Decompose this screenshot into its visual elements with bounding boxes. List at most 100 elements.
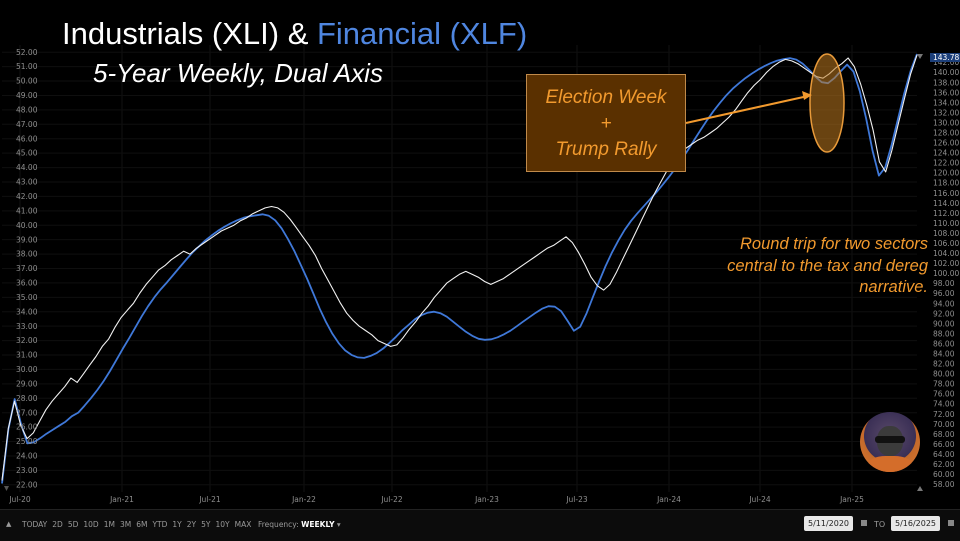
election-week-highlight [809, 53, 845, 153]
left-tick-label: 36.00 [16, 279, 38, 288]
start-date-input[interactable]: 5/11/2020 [804, 516, 854, 531]
range-button-5d[interactable]: 5D [67, 520, 79, 529]
x-axis: Jul-20 Jan-21 Jul-21 Jan-22 Jul-22 Jan-23 Jul-… [8, 495, 864, 504]
right-tick-label: 76.00 [933, 390, 955, 399]
range-button-today[interactable]: TODAY [22, 520, 48, 529]
right-tick-label: 74.00 [933, 400, 955, 409]
avatar-shirt [868, 456, 912, 472]
left-tick-label: 47.00 [16, 120, 38, 129]
right-tick-label: 124.00 [933, 149, 959, 158]
left-tick-label: 41.00 [16, 206, 38, 215]
scroll-down-icon[interactable] [917, 486, 923, 491]
right-tick-label: 92.00 [933, 309, 955, 318]
left-tick-label: 49.00 [16, 91, 38, 100]
xlf-line [1, 53, 918, 484]
range-button-2y[interactable]: 2Y [186, 520, 197, 529]
left-tick-label: 42.00 [16, 192, 38, 201]
range-button-1m[interactable]: 1M [103, 520, 115, 529]
right-tick-label: 78.00 [933, 380, 955, 389]
left-tick-label: 23.00 [16, 466, 38, 475]
left-tick-label: 29.00 [16, 379, 38, 388]
left-tick-label: 50.00 [16, 77, 38, 86]
range-buttons: TODAY 2D 5D 10D 1M 3M 6M YTD 1Y 2Y 5Y 10Y MAX [22, 520, 256, 529]
right-tick-label: 110.00 [933, 219, 959, 228]
right-tick-label: 58.00 [933, 480, 955, 489]
right-tick-label: 66.00 [933, 440, 955, 449]
page-title: Industrials (XLI) & Financial (XLF) [62, 16, 527, 52]
last-value-badge [930, 53, 960, 62]
callout-line-2: + [600, 113, 612, 134]
chevron-down-icon[interactable]: ▾ [336, 520, 341, 529]
left-tick-label: 25.00 [16, 437, 38, 446]
right-tick-label: 132.00 [933, 108, 959, 117]
left-tick-label: 51.00 [16, 62, 38, 71]
right-tick-label: 128.00 [933, 128, 959, 137]
right-tick-label: 108.00 [933, 229, 959, 238]
calendar-icon[interactable] [948, 520, 954, 526]
scroll-up-icon[interactable] [917, 54, 923, 59]
avatar-sunglasses [875, 436, 905, 443]
x-tick-label: Jan-24 [656, 495, 681, 504]
left-scroll-icon[interactable] [4, 486, 9, 491]
left-tick-label: 40.00 [16, 221, 38, 230]
calendar-icon[interactable] [861, 520, 867, 526]
frequency-selector[interactable]: Frequency: WEEKLY ▾ [258, 520, 341, 529]
right-tick-label: 112.00 [933, 209, 959, 218]
collapse-icon[interactable]: ▲ [6, 520, 12, 528]
page-subtitle: 5-Year Weekly, Dual Axis [93, 58, 383, 88]
xli-line [1, 54, 918, 481]
right-tick-label: 62.00 [933, 460, 955, 469]
left-tick-label: 26.00 [16, 423, 38, 432]
range-button-ytd[interactable]: YTD [152, 520, 168, 529]
range-button-1y[interactable]: 1Y [172, 520, 182, 529]
right-tick-label: 114.00 [933, 199, 959, 208]
title-xli: Industrials (XLI) & [62, 16, 317, 51]
right-tick-label: 118.00 [933, 179, 959, 188]
left-tick-label: 31.00 [16, 351, 38, 360]
range-button-10y[interactable]: 10Y [215, 520, 230, 529]
frequency-value[interactable]: WEEKLY [301, 520, 335, 529]
right-tick-label: 140.00 [933, 68, 959, 77]
author-avatar [860, 412, 920, 472]
left-tick-label: 45.00 [16, 149, 38, 158]
range-button-6m[interactable]: 6M [136, 520, 148, 529]
end-date-input[interactable]: 5/16/2025 [891, 516, 941, 531]
right-tick-label: 98.00 [933, 279, 955, 288]
title-xlf: Financial (XLF) [316, 16, 528, 51]
left-tick-label: 44.00 [16, 163, 38, 172]
x-tick-label: Jan-23 [474, 495, 499, 504]
left-tick-label: 35.00 [16, 293, 38, 302]
right-tick-label: 94.00 [933, 299, 955, 308]
left-tick-label: 39.00 [16, 235, 38, 244]
right-tick-label: 100.00 [933, 269, 959, 278]
right-tick-label: 82.00 [933, 360, 955, 369]
election-callout-box: Election Week + Trump Rally [526, 74, 686, 172]
right-axis: 58.0060.0062.0064.0066.0068.0070.0072.00… [933, 58, 959, 489]
right-tick-label: 134.00 [933, 98, 959, 107]
right-tick-label: 88.00 [933, 329, 955, 338]
left-tick-label: 46.00 [16, 134, 38, 143]
left-axis: 22.00 23.00 24.00 25.00 26.00 27.00 28.00 29.00… [16, 48, 38, 490]
range-button-max[interactable]: MAX [234, 520, 252, 529]
right-tick-label: 106.00 [933, 239, 959, 248]
right-tick-label: 130.00 [933, 118, 959, 127]
x-tick-label: Jan-22 [291, 495, 316, 504]
right-tick-label: 70.00 [933, 420, 955, 429]
right-tick-label: 84.00 [933, 349, 955, 358]
left-tick-label: 52.00 [16, 48, 38, 57]
right-tick-label: 120.00 [933, 169, 959, 178]
range-button-10d[interactable]: 10D [83, 520, 99, 529]
left-tick-label: 30.00 [16, 365, 38, 374]
range-button-2d[interactable]: 2D [52, 520, 63, 529]
frequency-label: Frequency: [258, 520, 299, 529]
range-button-5y[interactable]: 5Y [201, 520, 211, 529]
callout-arrow-line [685, 95, 809, 124]
left-tick-label: 32.00 [16, 336, 38, 345]
x-tick-label: Jan-21 [109, 495, 134, 504]
to-label: TO [874, 520, 886, 529]
last-value-label: 143.78 [933, 53, 959, 62]
right-tick-label: 72.00 [933, 410, 955, 419]
right-tick-label: 116.00 [933, 189, 959, 198]
left-tick-label: 48.00 [16, 105, 38, 114]
range-button-3m[interactable]: 3M [119, 520, 132, 529]
